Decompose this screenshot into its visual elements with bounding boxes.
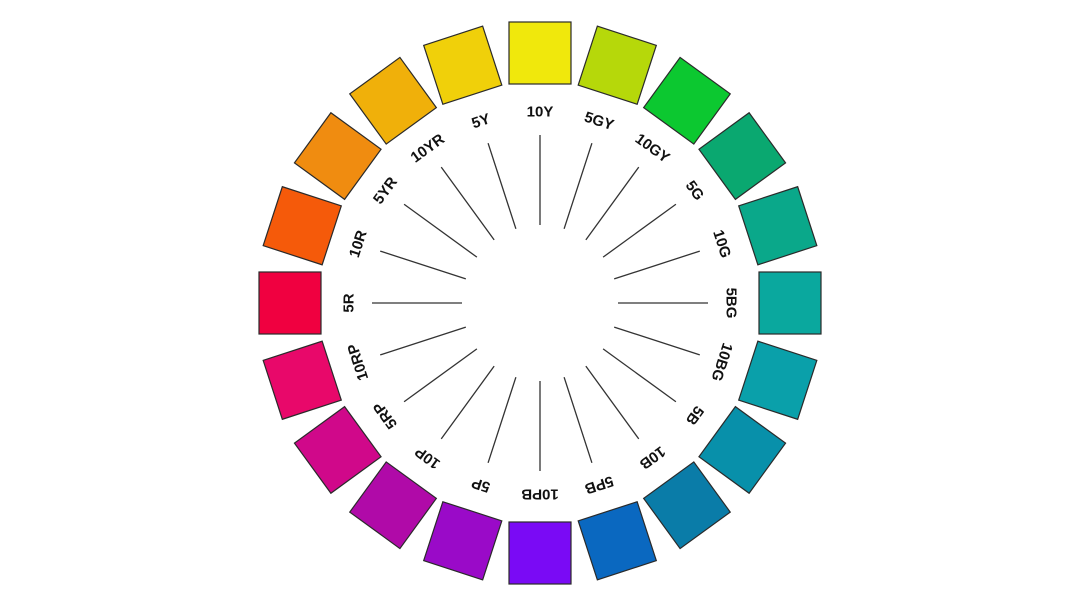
color-swatch-10bg [737,340,818,421]
hue-label-10bg: 10BG [708,341,736,384]
hue-spoke-line [563,376,593,463]
hue-spoke-line [403,203,478,258]
color-swatch-10r [262,185,343,266]
hue-label-5pb: 5PB [582,472,615,497]
hue-label-5b: 5B [682,403,707,429]
hue-label-5g: 5G [682,178,708,204]
color-swatch-5b [698,405,787,495]
hue-spoke-line [403,348,478,403]
hue-label-5y: 5Y [470,110,493,132]
hue-spoke-line [602,348,677,403]
hue-spoke-line [613,326,700,356]
color-swatch-5yr [293,111,382,201]
color-swatch-5r [258,271,322,335]
hue-spoke-line [585,166,640,241]
color-swatch-10y [508,21,572,85]
hue-label-10g: 10G [709,228,734,260]
hue-label-10p: 10P [412,443,444,472]
hue-label-5r: 5R [341,293,358,312]
color-swatch-5y [422,25,503,106]
color-swatch-10b [642,461,732,550]
hue-label-5rp: 5RP [370,398,401,432]
color-swatch-5p [422,500,503,581]
hue-label-10r: 10R [346,228,371,260]
hue-spoke-line [380,326,467,356]
color-swatch-10g [737,185,818,266]
hue-label-10b: 10B [636,443,668,473]
hue-spoke-line [613,250,700,280]
hue-spoke-line [602,203,677,258]
hue-spoke-line [563,143,593,230]
hue-label-10yr: 10YR [408,130,448,166]
hue-spoke-line [440,365,495,440]
color-swatch-10p [348,461,438,550]
color-swatch-5gy [577,25,658,106]
hue-spoke-line [487,376,517,463]
color-swatch-5rp [293,405,382,495]
hue-label-10y: 10Y [527,104,554,121]
hue-spoke-line [585,365,640,440]
hue-spoke-line [487,143,517,230]
hue-label-10pb: 10PB [521,486,559,503]
hue-label-5gy: 5GY [582,109,616,134]
hue-label-5bg: 5BG [723,288,740,319]
hue-label-5p: 5P [470,474,493,496]
hue-spoke-line [440,166,495,241]
color-swatch-10pb [508,521,572,585]
hue-label-10rp: 10RP [344,342,372,383]
color-swatch-5bg [758,271,822,335]
color-swatch-5pb [577,500,658,581]
color-swatch-10rp [262,340,343,421]
color-swatch-5g [698,111,787,201]
hue-label-5yr: 5YR [370,174,401,208]
hue-label-10gy: 10GY [632,130,673,166]
color-swatch-10yr [348,56,438,145]
hue-spoke-line [380,250,467,280]
color-swatch-10gy [642,56,732,145]
